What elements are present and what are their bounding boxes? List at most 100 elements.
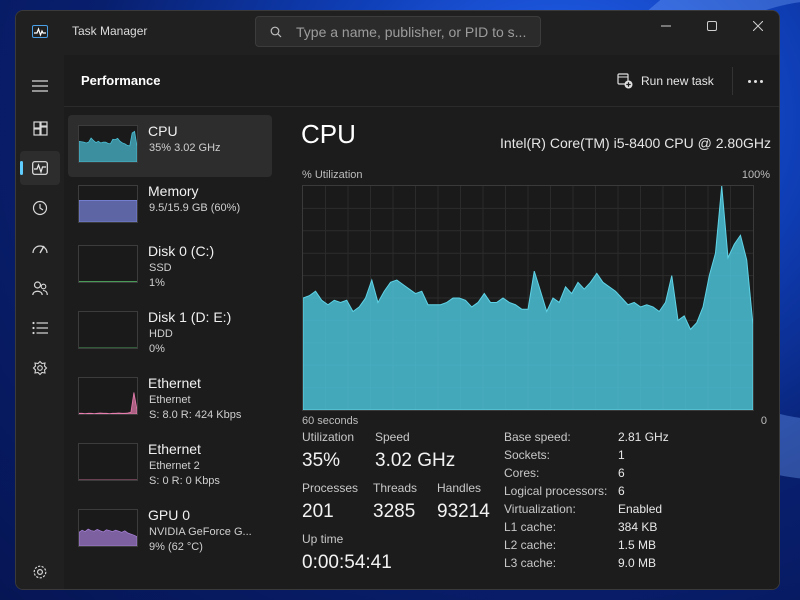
ethernet-sparkline [78, 377, 138, 415]
nav-app-history[interactable] [20, 191, 60, 225]
device-name: Disk 0 (C:) [148, 243, 215, 259]
app-title: Task Manager [72, 24, 148, 38]
sparkline-area [79, 200, 137, 222]
cpu-detail-panel: CPU Intel(R) Core(TM) i5-8400 CPU @ 2.80… [300, 107, 779, 589]
nav-menu-button[interactable] [20, 69, 60, 103]
menu-icon [32, 80, 48, 92]
threads-label: Threads [373, 481, 418, 495]
device-name: GPU 0 [148, 507, 191, 523]
more-dot-icon [759, 79, 763, 83]
maximize-icon [707, 21, 717, 31]
nav-startup-apps[interactable] [20, 231, 60, 265]
nav-services[interactable] [20, 351, 60, 385]
device-item-ethernet-2[interactable]: Ethernet Ethernet 2 S: 0 R: 0 Kbps [68, 433, 272, 495]
spec-label: L1 cache: [504, 520, 557, 534]
nav-details[interactable] [20, 311, 60, 345]
spec-value: Enabled [618, 502, 663, 516]
graph-label: % Utilization [302, 169, 363, 181]
run-task-icon [617, 73, 633, 89]
cpu-utilization-area [303, 186, 753, 410]
memory-sparkline [78, 185, 138, 223]
utilization-value: 35% [302, 450, 341, 471]
minimize-icon [661, 25, 671, 27]
processes-value: 201 [302, 501, 334, 522]
spec-label: Virtualization: [504, 502, 576, 516]
disk-0-sparkline [78, 245, 138, 283]
device-status: 9.5/15.9 GB (60%) [149, 202, 241, 214]
more-dot-icon [747, 79, 751, 83]
graph-max-label: 100% [741, 169, 770, 181]
device-item-disk-0[interactable]: Disk 0 (C:) SSD 1% [68, 235, 272, 297]
device-name: Ethernet [148, 375, 201, 391]
search-input[interactable] [296, 23, 532, 41]
more-options-button[interactable] [745, 73, 765, 89]
spec-value: 1 [618, 448, 625, 462]
nav-performance[interactable] [20, 151, 60, 185]
close-button[interactable] [735, 11, 779, 41]
threads-value: 3285 [373, 501, 416, 522]
task-manager-window: Task Manager [15, 10, 780, 590]
app-history-icon [32, 200, 48, 216]
device-name: CPU [148, 123, 178, 139]
users-icon [32, 280, 48, 295]
spec-value: 6 [618, 484, 625, 498]
spec-label: Sockets: [504, 448, 551, 462]
spec-value: 384 KB [618, 520, 658, 534]
device-item-ethernet[interactable]: Ethernet Ethernet S: 8.0 R: 424 Kbps [68, 367, 272, 429]
utilization-label: Utilization [302, 430, 355, 444]
device-status: 1% [149, 277, 165, 289]
sparkline-area [79, 130, 137, 162]
spec-value: 9.0 MB [618, 556, 657, 570]
task-manager-app-icon [32, 25, 48, 38]
device-item-gpu-0[interactable]: GPU 0 NVIDIA GeForce G... 9% (62 °C) [68, 499, 272, 561]
page-header: Performance Run new task [64, 55, 779, 107]
startup-apps-icon [32, 245, 48, 254]
search-icon [270, 26, 282, 38]
title-bar: Task Manager [16, 11, 779, 55]
spec-value: 1.5 MB [618, 538, 657, 552]
details-icon [32, 321, 48, 335]
device-item-disk-1[interactable]: Disk 1 (D: E:) HDD 0% [68, 301, 272, 363]
device-status: 0% [149, 343, 165, 355]
device-list: CPU 35% 3.02 GHz Memory 9.5/15.9 GB (60%… [64, 107, 294, 589]
sparkline-area [79, 528, 137, 546]
close-icon [753, 21, 763, 31]
spec-label: Cores: [504, 466, 540, 480]
device-item-memory[interactable]: Memory 9.5/15.9 GB (60%) [68, 175, 272, 237]
device-name: Memory [148, 183, 199, 199]
page-title: Performance [81, 73, 161, 88]
graph-time-span: 60 seconds [302, 415, 359, 427]
run-new-task-label: Run new task [641, 74, 714, 88]
performance-icon [32, 161, 48, 175]
disk-1-sparkline [78, 311, 138, 349]
device-status: S: 8.0 R: 424 Kbps [149, 409, 242, 421]
maximize-button[interactable] [689, 11, 735, 41]
services-icon [32, 360, 48, 376]
device-name: Ethernet [148, 441, 201, 457]
graph-time-zero: 0 [760, 415, 767, 427]
settings-button[interactable] [20, 557, 60, 587]
device-model: NVIDIA GeForce G... [149, 526, 252, 538]
settings-icon [33, 565, 47, 579]
cpu-model-name: Intel(R) Core(TM) i5-8400 CPU @ 2.80GHz [500, 135, 771, 151]
device-status: 35% 3.02 GHz [149, 142, 221, 154]
device-status: 9% (62 °C) [149, 541, 203, 553]
more-dot-icon [753, 79, 757, 83]
processes-icon [32, 120, 48, 136]
nav-users[interactable] [20, 271, 60, 305]
spec-label: Logical processors: [504, 484, 608, 498]
nav-processes[interactable] [20, 111, 60, 145]
ethernet-2-sparkline [78, 443, 138, 481]
speed-value: 3.02 GHz [375, 450, 456, 471]
device-type: SSD [149, 262, 172, 274]
gpu-0-sparkline [78, 509, 138, 547]
search-box[interactable] [255, 16, 541, 47]
minimize-button[interactable] [643, 11, 689, 41]
device-item-cpu[interactable]: CPU 35% 3.02 GHz [68, 115, 272, 177]
navigation-rail [16, 55, 64, 589]
handles-value: 93214 [437, 501, 490, 522]
run-new-task-button[interactable]: Run new task [617, 69, 714, 93]
cpu-sparkline [78, 125, 138, 163]
uptime-value: 0:00:54:41 [302, 552, 392, 573]
header-divider [732, 67, 733, 95]
